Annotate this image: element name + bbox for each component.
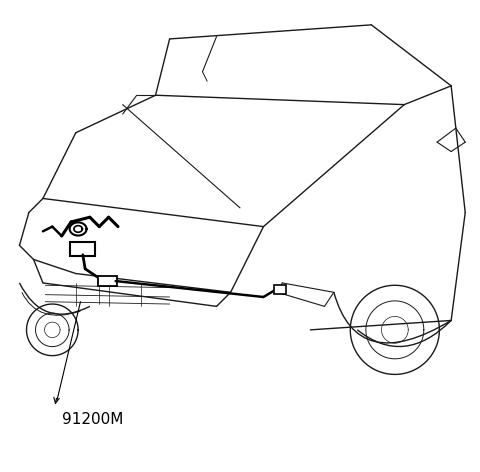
FancyBboxPatch shape — [70, 242, 96, 256]
FancyBboxPatch shape — [98, 276, 117, 286]
Text: 91200M: 91200M — [62, 412, 123, 427]
FancyBboxPatch shape — [274, 285, 287, 294]
